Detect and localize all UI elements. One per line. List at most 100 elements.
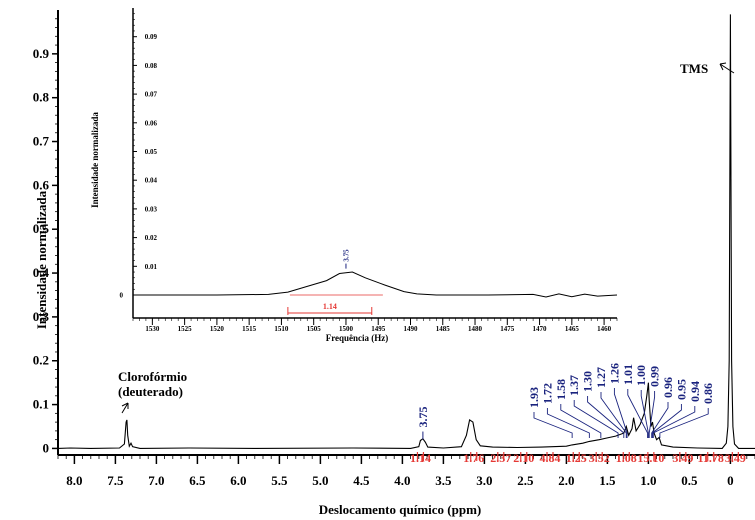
integral-label: 1.76 — [463, 451, 484, 465]
inset-spectrum-line — [133, 271, 618, 298]
main-x-tick-label: 8.0 — [66, 473, 82, 488]
inset-x-tick-label: 1505 — [307, 325, 322, 333]
chloroform-arrow — [121, 402, 129, 414]
main-x-ticks: 8.0 7.5 7.0 6.5 6.0 5.5 5.0 4.5 4.0 3.5 3.0 2.5 2.0 1… — [57, 455, 755, 488]
tms-arrow — [719, 62, 735, 74]
integral-label: 3.49 — [725, 451, 746, 465]
inset-x-tick-label: 1480 — [468, 325, 483, 333]
inset-x-tick-label: 1530 — [145, 325, 160, 333]
main-plot-frame — [57, 10, 755, 456]
main-x-tick-label: 7.0 — [148, 473, 164, 488]
peak-label-leader — [600, 392, 627, 438]
inset-x-tick-label: 1465 — [565, 325, 580, 333]
peak-label: 1.26 — [607, 363, 621, 384]
main-x-tick-label: 4.5 — [353, 473, 370, 488]
main-y-tick-label: 0.6 — [33, 177, 50, 192]
inset-y-tick-label: 0.04 — [145, 177, 158, 185]
inset-y-tick-label: 0.07 — [145, 91, 158, 99]
peak-label-leader — [533, 412, 573, 438]
main-x-tick-label: 0.5 — [681, 473, 698, 488]
main-y-axis-title: Intensidade normalizada — [34, 190, 49, 329]
main-x-tick-label: 6.5 — [189, 473, 206, 488]
main-x-tick-label: 4.0 — [394, 473, 410, 488]
peak-label-leader — [659, 408, 709, 438]
peak-label: 1.72 — [540, 383, 554, 404]
integral-label: 15.10 — [637, 451, 664, 465]
peak-label: 1.58 — [554, 379, 568, 400]
peak-label: 1.27 — [594, 367, 608, 388]
integral-label: 1.14 — [410, 451, 431, 465]
inset-x-tick-label: 1515 — [242, 325, 257, 333]
integral-label: 1.08 — [616, 451, 637, 465]
inset-y-ticks: 0 0.01 0.02 0.03 0.04 0.05 0.06 0.07 0.08 0.09 — [120, 13, 158, 300]
inset-y-tick-label: 0.05 — [145, 148, 158, 156]
peak-label: 0.95 — [674, 379, 688, 400]
peak-label: 0.99 — [648, 366, 662, 387]
tms-label: TMS — [680, 61, 708, 76]
integral-label: 11.78 — [698, 451, 724, 465]
inset-x-tick-label: 1460 — [597, 325, 612, 333]
peak-label-leader — [652, 404, 682, 438]
peak-label-leader — [546, 408, 590, 438]
main-spectrum-line — [57, 14, 755, 449]
inset-y-tick-label: 0.01 — [145, 263, 158, 271]
peak-label: 0.86 — [701, 383, 715, 404]
main-x-tick-label: 2.5 — [517, 473, 534, 488]
inset-x-tick-label: 1495 — [371, 325, 386, 333]
main-x-tick-label: 1.5 — [599, 473, 616, 488]
inset-peak-labels: 3.75 — [342, 249, 350, 269]
inset-y-tick-label: 0.08 — [145, 62, 158, 70]
inset-y-tick-label: 0.06 — [145, 119, 158, 127]
integral-label: 1.25 — [566, 451, 587, 465]
main-y-tick-label: 0 — [43, 440, 50, 455]
inset-x-tick-label: 1510 — [274, 325, 289, 333]
chloroform-label-line2: (deuterado) — [118, 384, 183, 399]
chloroform-annotation: Clorofórmio (deuterado) — [118, 369, 187, 414]
inset-y-tick-label: 0.02 — [145, 234, 158, 242]
tms-annotation: TMS — [680, 61, 735, 76]
peak-label: 1.00 — [634, 365, 648, 386]
inset-y-tick-label: 0.03 — [145, 205, 158, 213]
main-x-axis-title: Deslocamento químico (ppm) — [319, 502, 482, 517]
inset-x-axis-title: Frequência (Hz) — [326, 333, 389, 343]
main-y-tick-label: 0.8 — [33, 90, 50, 105]
inset-x-tick-label: 1470 — [533, 325, 548, 333]
main-y-tick-label: 0.9 — [33, 46, 50, 61]
main-x-tick-label: 3.5 — [435, 473, 452, 488]
peak-label-leader — [627, 389, 649, 438]
main-x-tick-label: 6.0 — [230, 473, 246, 488]
main-x-tick-label: 0 — [727, 473, 734, 488]
inset-x-ticks: 1530 1525 1520 1515 1510 1505 1500 1495 1490 1485… — [132, 318, 618, 333]
main-x-tick-label: 5.0 — [312, 473, 328, 488]
inset-integral-labels: 1.14 — [287, 294, 383, 315]
inset-x-tick-label: 1490 — [403, 325, 418, 333]
inset-x-tick-label: 1520 — [210, 325, 225, 333]
main-peak-labels: 3.75 1.93 1.72 1.58 1.37 1.30 1.27 1.26 1.01 1.00… — [416, 363, 715, 440]
peak-label-leader — [560, 404, 602, 438]
main-x-tick-label: 7.5 — [107, 473, 124, 488]
main-x-tick-label: 3.0 — [476, 473, 492, 488]
inset-x-tick-label: 1475 — [500, 325, 515, 333]
peak-label: 3.75 — [416, 407, 430, 428]
inset-x-tick-label: 1525 — [178, 325, 193, 333]
main-y-tick-label: 0.5 — [33, 221, 50, 236]
peak-label-leader — [652, 406, 696, 438]
peak-label: 0.94 — [688, 381, 702, 402]
peak-label: 0.96 — [661, 377, 675, 398]
main-x-tick-label: 1.0 — [640, 473, 656, 488]
peak-label-leader — [648, 391, 656, 438]
peak-label-leader — [613, 388, 628, 438]
inset-y-tick-label: 0.09 — [145, 33, 158, 41]
main-x-tick-label: 5.5 — [271, 473, 288, 488]
peak-label-leader — [573, 400, 619, 438]
inset-peak-label: 3.75 — [342, 249, 350, 262]
main-y-ticks: 0 0.1 0.2 0.3 0.4 0.5 0.6 0.7 0.8 0.9 — [33, 18, 58, 455]
integral-label: 3.52 — [589, 451, 610, 465]
main-y-tick-label: 0.3 — [33, 309, 50, 324]
peak-label: 1.37 — [567, 375, 581, 396]
peak-label-leader — [587, 396, 625, 438]
main-y-tick-label: 0.7 — [33, 134, 50, 149]
integral-label: 2.37 — [490, 451, 511, 465]
integral-label: 3.49 — [672, 451, 693, 465]
peak-label-leader — [640, 390, 649, 438]
